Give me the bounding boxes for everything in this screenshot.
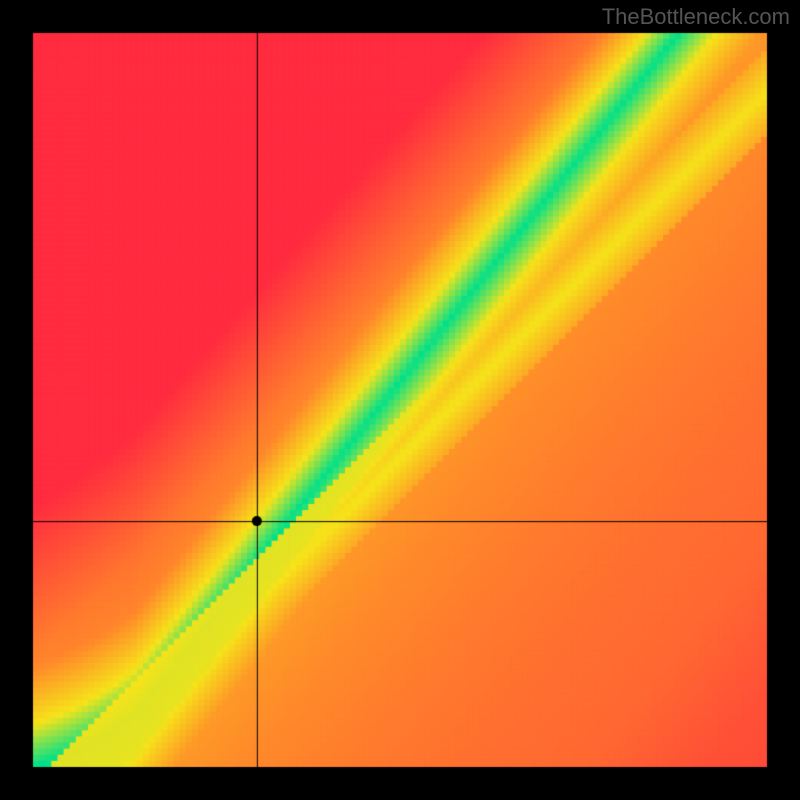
chart-container: TheBottleneck.com xyxy=(0,0,800,800)
bottleneck-heatmap-canvas xyxy=(0,0,800,800)
watermark-text: TheBottleneck.com xyxy=(602,4,790,30)
